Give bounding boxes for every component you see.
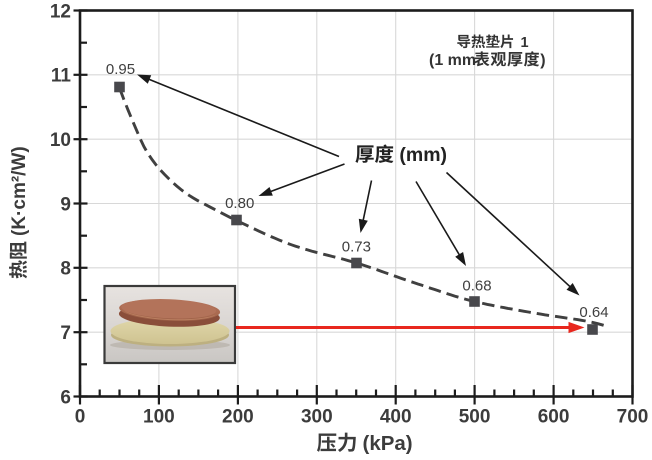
svg-text:600: 600 xyxy=(538,407,570,428)
svg-text:(mm): (mm) xyxy=(399,144,447,166)
svg-text:1: 1 xyxy=(521,35,529,51)
svg-text:10: 10 xyxy=(50,130,71,151)
svg-text:7: 7 xyxy=(60,323,71,344)
svg-text:0.95: 0.95 xyxy=(106,61,135,78)
svg-text:400: 400 xyxy=(380,407,412,428)
svg-text:200: 200 xyxy=(222,407,254,428)
svg-text:6: 6 xyxy=(60,387,71,408)
svg-text:0: 0 xyxy=(75,407,86,428)
svg-text:700: 700 xyxy=(617,407,649,428)
svg-text:100: 100 xyxy=(143,407,175,428)
svg-text:0.64: 0.64 xyxy=(579,304,608,321)
svg-text:9: 9 xyxy=(60,194,71,215)
svg-text:(1 mm: (1 mm xyxy=(429,52,476,69)
svg-text:11: 11 xyxy=(51,66,72,87)
svg-text:12: 12 xyxy=(50,1,71,22)
svg-text:0.68: 0.68 xyxy=(462,278,491,295)
svg-text:300: 300 xyxy=(301,407,333,428)
svg-text:(kPa): (kPa) xyxy=(363,432,413,455)
svg-text:500: 500 xyxy=(459,407,491,428)
svg-text:8: 8 xyxy=(60,259,71,280)
svg-text:0.73: 0.73 xyxy=(342,239,371,256)
svg-text:): ) xyxy=(540,52,545,69)
svg-text:0.80: 0.80 xyxy=(225,195,254,212)
svg-text:(K·cm²/W): (K·cm²/W) xyxy=(9,146,30,236)
